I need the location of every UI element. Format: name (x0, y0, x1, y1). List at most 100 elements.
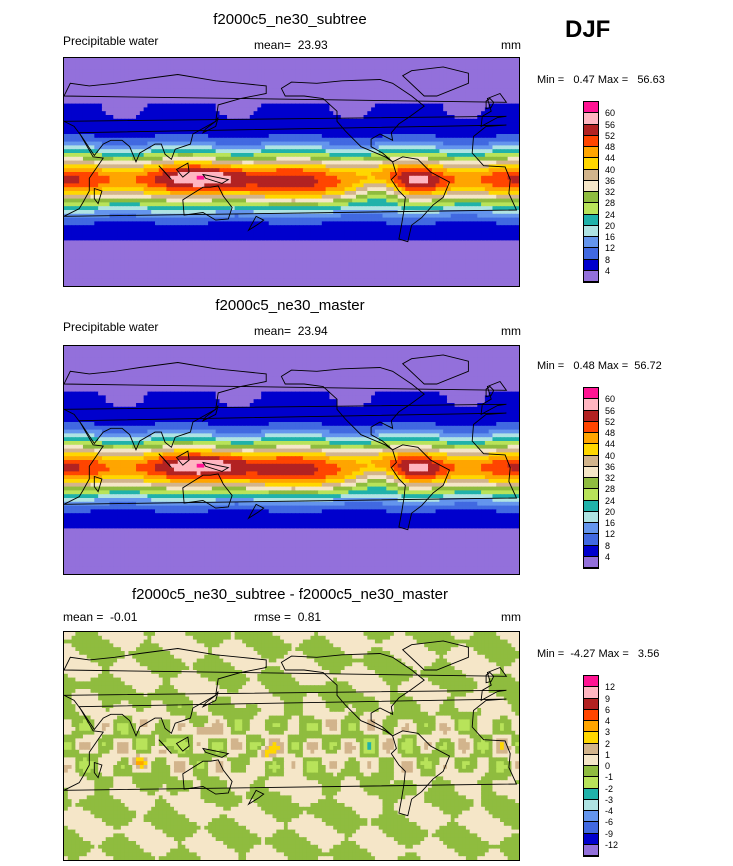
field-cell (283, 149, 289, 154)
field-cell (314, 115, 319, 120)
field-cell (227, 160, 232, 165)
field-cell (79, 179, 84, 184)
field-cell (208, 99, 213, 105)
field-cell (321, 156, 327, 162)
field-cell (132, 130, 137, 135)
field-cell (314, 191, 319, 196)
field-cell (86, 115, 92, 120)
field-cell (295, 130, 300, 135)
field-cell (208, 69, 213, 74)
field-cell (310, 73, 315, 78)
field-cell (177, 137, 183, 143)
field-cell (64, 206, 69, 211)
field-cell (117, 134, 122, 139)
field-cell (484, 80, 490, 86)
field-cell (272, 61, 277, 67)
field-cell (196, 77, 202, 82)
field-cell (71, 172, 76, 177)
field-cell (230, 69, 236, 74)
field-cell (242, 58, 247, 63)
field-cell (428, 137, 433, 143)
field-cell (481, 137, 486, 143)
field-cell (302, 69, 308, 74)
field-cell (132, 145, 137, 150)
field-cell (151, 92, 156, 97)
field-cell (500, 206, 505, 211)
field-cell (477, 175, 482, 181)
field-cell (64, 137, 69, 143)
field-cell (276, 206, 281, 211)
field-cell (219, 202, 224, 207)
panel-1-units: mm (501, 38, 521, 52)
field-cell (223, 118, 228, 124)
field-cell (105, 156, 111, 162)
field-cell (344, 134, 349, 139)
field-cell (219, 65, 224, 70)
field-cell (98, 111, 103, 116)
field-cell (249, 103, 255, 108)
field-cell (450, 92, 456, 97)
field-cell (238, 164, 243, 169)
field-cell (246, 206, 251, 211)
field-cell (337, 183, 342, 188)
field-cell (219, 77, 224, 82)
field-cell (458, 210, 463, 215)
field-cell (215, 191, 221, 196)
field-cell (71, 168, 76, 173)
field-cell (208, 77, 213, 82)
field-cell (204, 210, 209, 215)
field-cell (113, 202, 118, 207)
field-cell (310, 84, 315, 89)
field-cell (306, 149, 312, 154)
field-cell (204, 73, 209, 78)
field-cell (223, 153, 228, 158)
field-cell (67, 164, 73, 169)
field-cell (465, 61, 471, 67)
field-cell (321, 160, 327, 165)
field-cell (352, 118, 357, 124)
field-cell (181, 107, 186, 112)
field-cell (272, 115, 277, 120)
field-cell (67, 65, 73, 70)
field-cell (295, 149, 300, 154)
field-cell (306, 137, 312, 143)
field-cell (64, 126, 69, 131)
field-cell (276, 99, 281, 105)
field-cell (477, 103, 482, 108)
field-cell (280, 77, 285, 82)
field-cell (79, 164, 84, 169)
field-cell (390, 172, 395, 177)
field-cell (147, 187, 152, 192)
field-cell (162, 160, 167, 165)
field-cell (211, 80, 217, 86)
field-cell (515, 145, 519, 150)
field-cell (280, 103, 285, 108)
field-cell (117, 149, 122, 154)
field-cell (230, 206, 236, 211)
field-cell (230, 172, 236, 177)
field-cell (246, 164, 251, 169)
field-cell (147, 88, 152, 93)
field-cell (109, 160, 114, 165)
field-cell (113, 92, 118, 97)
field-cell (295, 198, 300, 203)
field-cell (477, 130, 482, 135)
field-cell (477, 58, 482, 63)
field-cell (143, 96, 149, 101)
field-cell (113, 194, 118, 200)
field-cell (291, 172, 296, 177)
field-cell (147, 194, 152, 200)
field-cell (359, 187, 365, 192)
field-cell (416, 210, 422, 215)
field-cell (359, 61, 365, 67)
field-cell (477, 107, 482, 112)
field-cell (177, 149, 183, 154)
field-cell (238, 73, 243, 78)
field-cell (295, 202, 300, 207)
field-cell (462, 179, 467, 184)
field-cell (185, 141, 190, 146)
field-cell (333, 149, 338, 154)
field-cell (390, 96, 395, 101)
field-cell (458, 122, 463, 127)
field-cell (242, 175, 247, 181)
